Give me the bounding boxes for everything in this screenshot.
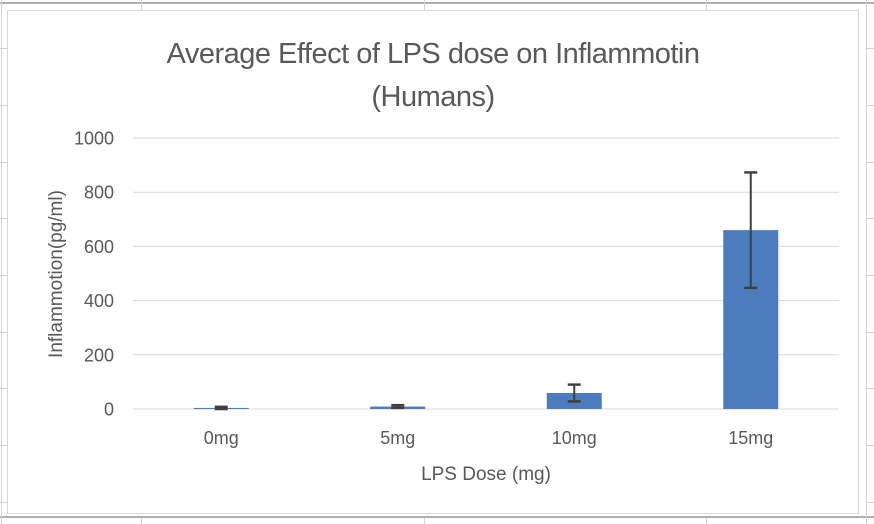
chart-title[interactable]: Average Effect of LPS dose on Inflammoti… [8, 33, 858, 119]
spreadsheet-gridline [0, 275, 7, 276]
spreadsheet-gridline [0, 502, 7, 503]
spreadsheet-gridline [866, 388, 874, 389]
x-axis-tick-label: 0mg [204, 428, 239, 448]
chart-title-line-1: Average Effect of LPS dose on Inflammoti… [166, 38, 700, 70]
spreadsheet-gridline [0, 445, 7, 446]
spreadsheet-gridline [866, 218, 874, 219]
spreadsheet-gridline [141, 518, 142, 524]
spreadsheet-gridline [706, 0, 707, 10]
spreadsheet-gridline [866, 48, 874, 49]
spreadsheet-gridline [141, 0, 142, 10]
spreadsheet-gridline [866, 445, 874, 446]
y-axis-tick-label: 400 [84, 291, 114, 311]
x-axis-tick-label: 10mg [552, 428, 597, 448]
spreadsheet-gridline [424, 0, 425, 10]
spreadsheet-gridline [866, 105, 874, 106]
spreadsheet-gridline [0, 516, 874, 518]
spreadsheet-gridline [866, 0, 867, 524]
spreadsheet-gridline [866, 162, 874, 163]
spreadsheet-gridline [0, 388, 7, 389]
spreadsheet-gridline [866, 332, 874, 333]
spreadsheet-gridline [424, 518, 425, 524]
y-axis-tick-label: 800 [84, 183, 114, 203]
y-axis-tick-label: 200 [84, 345, 114, 365]
plot-area: 0 200 400 600 800 1000 0mg 5mg 10mg 15mg [74, 129, 839, 448]
y-axis-tick-label: 1000 [74, 129, 114, 149]
spreadsheet-gridline [866, 275, 874, 276]
x-axis-title[interactable]: LPS Dose (mg) [421, 464, 551, 485]
spreadsheet-gridline [0, 2, 874, 4]
spreadsheet-gridline [0, 105, 7, 106]
chart-title-line-2: (Humans) [371, 81, 495, 113]
spreadsheet-gridline [1, 0, 2, 524]
y-axis-tick-label: 600 [84, 237, 114, 257]
spreadsheet-gridline [0, 332, 7, 333]
spreadsheet-gridline [0, 48, 7, 49]
spreadsheet-gridline [706, 518, 707, 524]
spreadsheet-gridline [866, 502, 874, 503]
spreadsheet-gridline [0, 218, 7, 219]
y-axis-tick-label: 0 [104, 400, 114, 420]
chart-area[interactable]: 0 200 400 600 800 1000 0mg 5mg 10mg 15mg Average … [7, 10, 859, 514]
spreadsheet-gridline [0, 162, 7, 163]
x-axis-tick-label: 5mg [380, 428, 415, 448]
x-axis-tick-label: 15mg [728, 428, 773, 448]
y-axis-title[interactable]: Inflammotion(pg/ml) [46, 190, 67, 358]
